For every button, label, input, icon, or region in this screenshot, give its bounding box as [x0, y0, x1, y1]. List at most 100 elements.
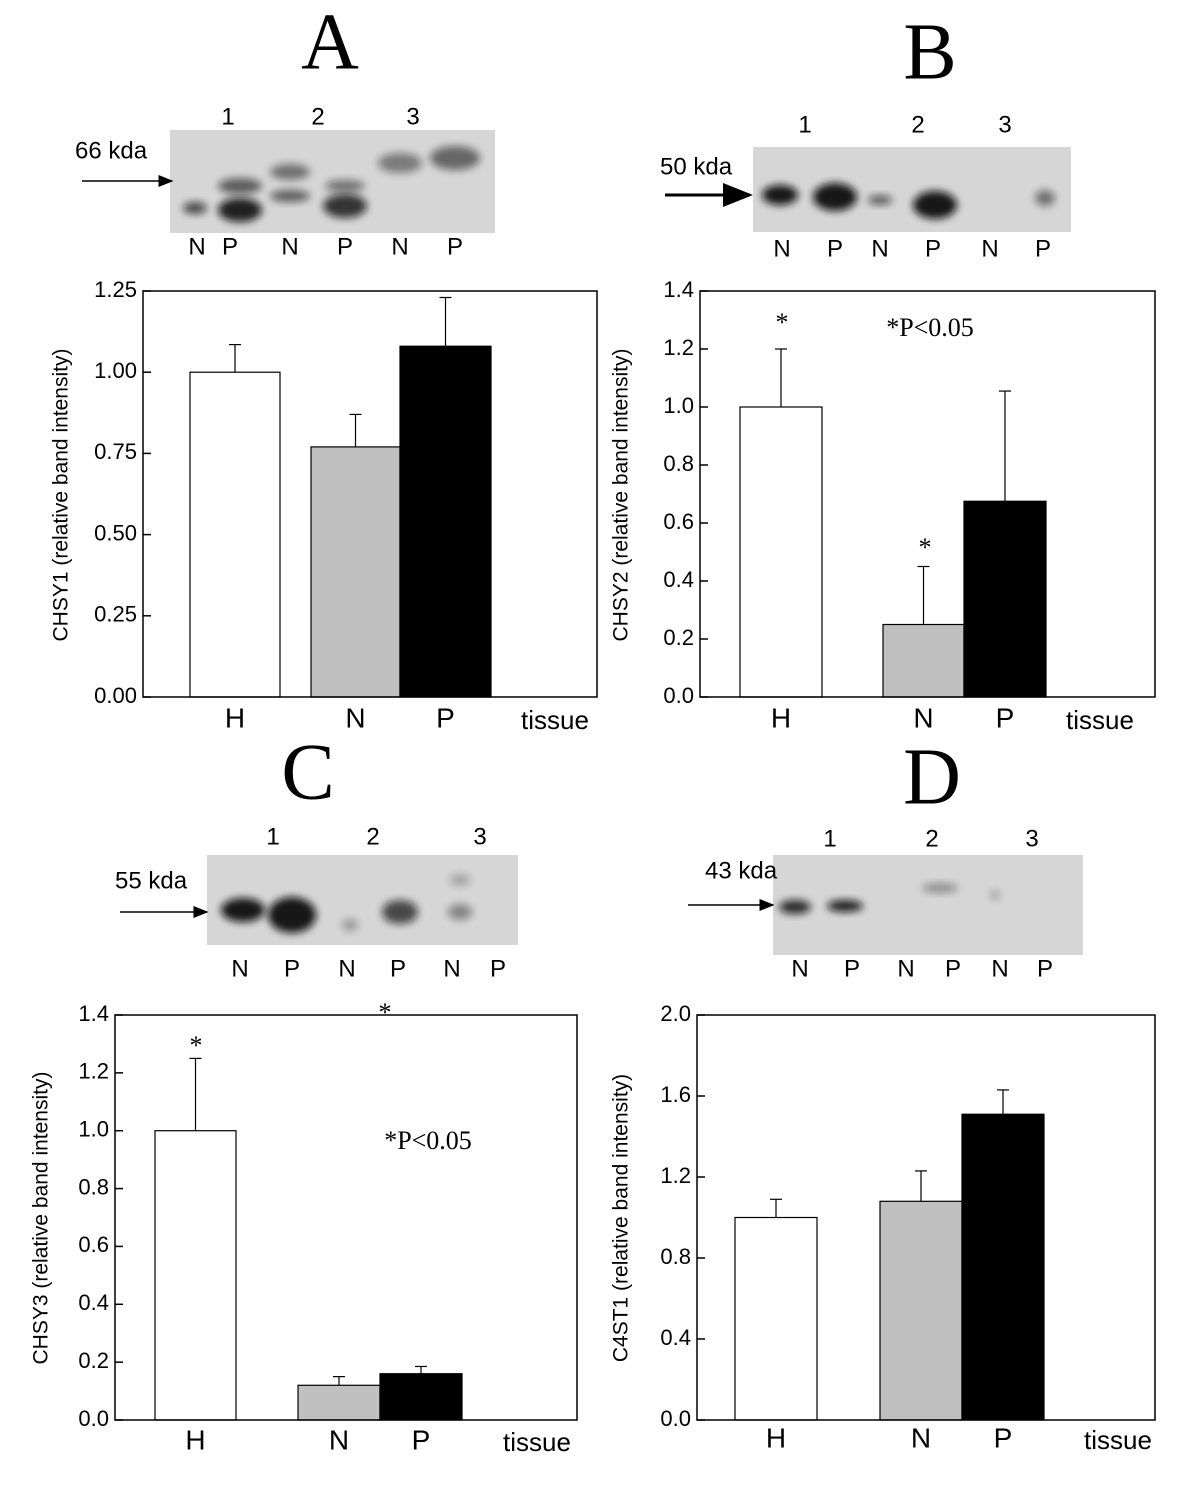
y-tick-label: 0.2	[663, 625, 694, 650]
blot-band	[762, 185, 798, 205]
blot-band	[382, 900, 418, 924]
sample-label: P	[390, 955, 406, 982]
sample-label: P	[337, 233, 353, 260]
y-tick-label: 0.6	[663, 509, 694, 534]
blot-band	[342, 919, 358, 931]
sample-label: P	[925, 235, 941, 262]
bar	[739, 406, 823, 698]
annotation: *	[190, 1031, 203, 1060]
y-tick-label: 0.25	[94, 602, 137, 627]
size-marker: 55 kda	[115, 867, 188, 894]
bar	[882, 623, 965, 698]
plot-frame	[142, 290, 598, 698]
sample-label: P	[1037, 955, 1053, 982]
x-tick-label: P	[996, 702, 1015, 733]
y-tick-label: 1.25	[94, 277, 137, 302]
sample-label: N	[281, 233, 298, 260]
y-axis-label: C4ST1 (relative band intensity)	[610, 1074, 633, 1362]
sample-label: N	[991, 955, 1008, 982]
panel: A1 2 3N P N P N P66 kda0.000.250.500.751.001.25…	[50, 0, 598, 735]
blot-band	[270, 190, 310, 202]
blot-band	[913, 191, 957, 219]
blot-band	[813, 183, 857, 211]
sample-label: N	[981, 235, 998, 262]
panel-letter: C	[281, 728, 334, 816]
size-marker: 50 kda	[660, 153, 733, 180]
y-tick-label: 0.8	[78, 1174, 109, 1199]
blot-band	[827, 900, 863, 912]
blot-band	[218, 178, 262, 194]
y-tick-label: 1.00	[94, 358, 137, 383]
lane-number: 2	[366, 823, 379, 850]
y-axis-label: CHSY2 (relative band intensity)	[610, 349, 633, 642]
blot-band	[270, 164, 310, 180]
sample-label: P	[827, 235, 843, 262]
blot-image	[773, 855, 1083, 955]
x-axis-label: tissue	[521, 705, 589, 735]
blot-band	[779, 900, 811, 914]
blot-band	[990, 890, 1000, 900]
x-axis-label: tissue	[503, 1427, 571, 1457]
lane-number: 3	[473, 823, 486, 850]
panel: C1 2 3 N P N P N P 55 kda 0.0 0.2 0.4 0.6 0.8 1.0 1.2 1.4…	[30, 728, 578, 1457]
x-tick-label: N	[329, 1424, 349, 1455]
blot-band	[183, 202, 207, 214]
sample-label: N	[871, 235, 888, 262]
lane-number: 2	[925, 825, 938, 852]
y-tick-label: 0.0	[663, 683, 694, 708]
sample-label: N	[391, 233, 408, 260]
y-tick-label: 0.0	[78, 1406, 109, 1431]
blot-band	[430, 146, 480, 170]
y-tick-label: 0.8	[663, 451, 694, 476]
panel: B 1 2 3 N P N P N P 50 kda 0.0 0.2 0.4 0.6 0.8 1.0 1.2 1.4…	[610, 8, 1156, 735]
x-tick-label: P	[412, 1424, 431, 1455]
panel: D 1 2 3 N P N P N P 43 kda 0.0 0.4 0.8 1.2 1.6 2.0 C4ST1 …	[610, 733, 1156, 1455]
y-tick-label: 1.0	[78, 1117, 109, 1142]
lane-number: 2	[311, 103, 324, 130]
lane-number: 3	[406, 103, 419, 130]
y-axis-label: CHSY3 (relative band intensity)	[30, 1072, 53, 1365]
blot-band	[922, 883, 958, 893]
blot-image	[753, 147, 1071, 232]
y-tick-label: 0.0	[660, 1406, 691, 1431]
y-tick-label: 1.2	[663, 335, 694, 360]
blot-band	[1035, 190, 1055, 206]
y-tick-label: 1.4	[663, 277, 694, 302]
lane-number: 1	[221, 103, 234, 130]
plot-frame	[696, 1014, 1156, 1421]
x-tick-label: P	[436, 702, 455, 733]
panel-letter: A	[301, 0, 359, 86]
blot-band	[218, 198, 262, 222]
annotation: *	[776, 308, 789, 337]
lane-number: 3	[998, 111, 1011, 138]
x-tick-label: H	[185, 1424, 205, 1455]
blot-image	[207, 855, 518, 945]
sample-label: P	[1035, 235, 1051, 262]
blot-band	[323, 194, 367, 218]
sample-label: N	[791, 955, 808, 982]
lane-number: 1	[266, 823, 279, 850]
sample-label: P	[844, 955, 860, 982]
x-tick-label: H	[771, 702, 791, 733]
x-tick-label: H	[225, 702, 245, 733]
bar	[963, 500, 1047, 698]
blot-band	[450, 874, 470, 886]
sample-label: P	[284, 955, 300, 982]
x-tick-label: N	[911, 1422, 931, 1453]
blot-band	[268, 897, 316, 933]
annotation: *P<0.05	[886, 313, 974, 342]
bar	[189, 371, 281, 698]
sample-label: P	[490, 955, 506, 982]
y-tick-label: 0.6	[78, 1232, 109, 1257]
plot-frame	[114, 1014, 578, 1421]
bar	[154, 1130, 237, 1421]
sample-label: N	[338, 955, 355, 982]
blot-band	[868, 195, 892, 205]
bar	[379, 1373, 463, 1421]
blot-band	[448, 904, 472, 920]
sample-label: P	[222, 233, 238, 260]
y-tick-label: 1.2	[78, 1059, 109, 1084]
y-tick-label: 0.4	[78, 1290, 109, 1315]
sample-label: P	[447, 233, 463, 260]
